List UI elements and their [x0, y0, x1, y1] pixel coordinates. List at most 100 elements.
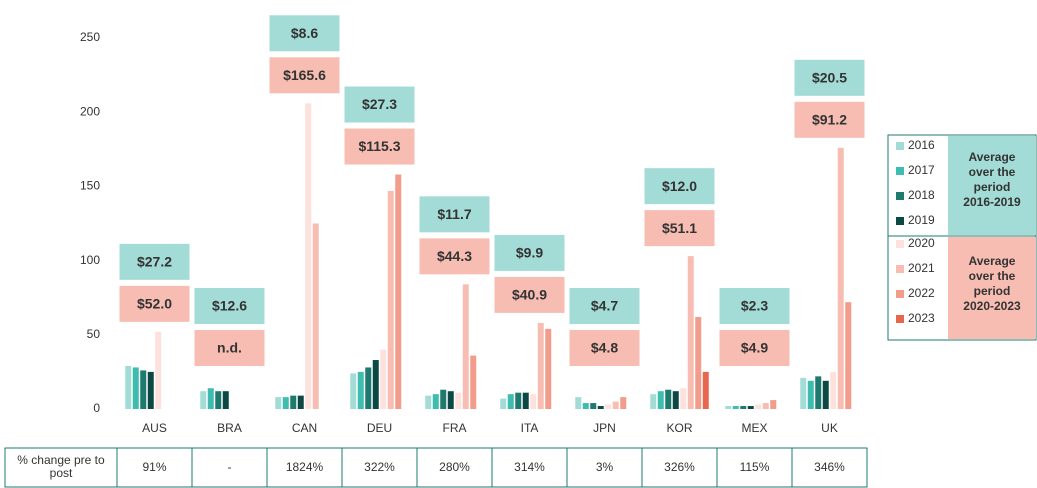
pre-box: [419, 196, 490, 233]
y-tick-label: 50: [87, 327, 101, 341]
pre-average: $20.5: [812, 70, 847, 86]
bar: [282, 397, 289, 409]
pre-box: [194, 288, 265, 324]
bar: [357, 371, 364, 409]
legend-label: 2016: [908, 138, 935, 152]
bar: [125, 365, 132, 409]
bar: [747, 406, 754, 409]
table-cell: [4, 447, 118, 488]
pre-box: [719, 288, 790, 324]
legend-swatch: [896, 192, 904, 200]
bar: [462, 284, 469, 409]
y-tick-label: 150: [80, 179, 100, 193]
legend-average-text: Average: [969, 254, 1016, 268]
pre-average: $11.7: [437, 206, 471, 222]
bar: [132, 367, 139, 409]
bar: [200, 391, 207, 409]
pre-box: [344, 86, 415, 123]
legend-label: 2017: [908, 163, 935, 177]
bar: [770, 400, 777, 409]
legend-label: 2019: [908, 213, 935, 227]
bar: [680, 388, 687, 409]
bar: [695, 316, 702, 409]
table-value: 115%: [740, 460, 770, 474]
legend-swatch: [896, 167, 904, 175]
bar: [807, 380, 814, 409]
legend-average-text: 2020-2023: [963, 299, 1021, 313]
legend-average-text: over the: [969, 165, 1016, 179]
pre-box: [794, 59, 865, 96]
bar: [657, 391, 664, 409]
bar: [815, 376, 822, 409]
table-value: 326%: [664, 460, 695, 474]
post-average: n.d.: [217, 340, 242, 356]
legend-label: 2022: [908, 286, 935, 300]
legend-label: 2021: [908, 261, 935, 275]
legend-average-text: period: [974, 284, 1011, 298]
bar: [215, 391, 222, 409]
x-tick-label: ITA: [521, 421, 539, 435]
legend-label: 2023: [908, 311, 935, 325]
pre-average: $27.2: [137, 254, 172, 270]
bar: [470, 355, 477, 409]
y-tick-label: 250: [80, 30, 100, 44]
legend-average-box: [948, 136, 1036, 235]
legend-average-text: 2016-2019: [963, 195, 1021, 209]
legend-label: 2018: [908, 188, 935, 202]
bar: [702, 371, 709, 409]
pre-average: $12.0: [662, 178, 697, 194]
pre-average: $4.7: [591, 298, 618, 314]
legend-swatch: [896, 217, 904, 225]
bar: [140, 370, 147, 409]
bar: [732, 406, 739, 409]
table-cell: [791, 447, 868, 488]
bar: [372, 360, 379, 409]
legend-swatch: [896, 290, 904, 298]
bar: [605, 404, 612, 409]
pre-average: $12.6: [212, 298, 247, 314]
post-average: $4.9: [741, 340, 768, 356]
x-tick-label: FRA: [443, 421, 467, 435]
x-tick-label: BRA: [217, 421, 242, 435]
pre-box: [569, 288, 640, 324]
table-value: 280%: [439, 460, 470, 474]
post-box: [419, 238, 490, 275]
legend-swatch: [896, 315, 904, 323]
post-box: [794, 101, 865, 138]
pre-average: $2.3: [741, 298, 768, 314]
post-average: $4.8: [591, 340, 618, 356]
bar: [365, 367, 372, 409]
bar: [755, 404, 762, 409]
bar: [800, 377, 807, 409]
bar: [500, 398, 507, 409]
x-tick-label: UK: [821, 421, 838, 435]
pre-average: $27.3: [362, 96, 397, 112]
bar: [515, 392, 522, 409]
legend-average-text: period: [974, 180, 1011, 194]
bar: [290, 395, 297, 409]
post-average: $91.2: [812, 112, 847, 128]
bar: [582, 403, 589, 409]
bar: [740, 406, 747, 409]
bar: [762, 403, 769, 409]
bar: [597, 406, 604, 409]
pre-box: [119, 243, 190, 280]
legend-label: 2020: [908, 236, 935, 250]
pre-box: [494, 234, 565, 271]
pre-box: [644, 168, 715, 205]
bar: [650, 394, 657, 409]
bar: [530, 394, 537, 409]
pre-average: $8.6: [291, 25, 318, 41]
bar: [207, 388, 214, 409]
post-box: [194, 330, 265, 366]
x-tick-label: KOR: [666, 421, 692, 435]
post-box: [344, 128, 415, 165]
post-box: [119, 285, 190, 322]
post-average: $115.3: [358, 138, 400, 154]
x-tick-label: CAN: [292, 421, 317, 435]
bar: [447, 391, 454, 409]
bar: [275, 397, 282, 409]
table-value: 322%: [364, 460, 395, 474]
bar: [507, 394, 514, 409]
x-tick-label: MEX: [741, 421, 767, 435]
